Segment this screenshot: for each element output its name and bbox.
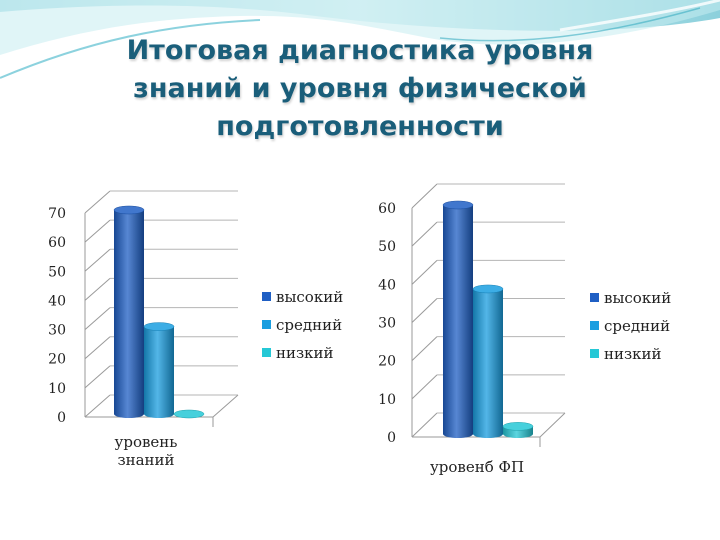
bar-top [502, 422, 534, 431]
grid-diagonal [411, 374, 438, 400]
title-line: знаний и уровня физической [133, 73, 587, 104]
legend-label: высокий [604, 289, 671, 307]
grid-diagonal [84, 190, 111, 214]
title-line: Итоговая диагностика уровня [126, 35, 594, 66]
y-tick-label: 0 [387, 430, 396, 446]
grid-diagonal [411, 259, 438, 285]
y-tick-label: 60 [48, 235, 66, 251]
y-tick-label: 60 [378, 201, 396, 217]
bar-низкий [502, 422, 534, 438]
legend-label: средний [276, 316, 342, 334]
y-tick-label: 70 [48, 206, 66, 222]
bars [113, 205, 205, 419]
grid-diagonal [411, 221, 438, 247]
legend-swatch [590, 349, 599, 358]
legend-swatch [590, 321, 599, 330]
legend-label: средний [604, 317, 670, 335]
y-tick-label: 20 [48, 352, 66, 368]
bar-высокий [113, 205, 145, 418]
y-tick-label: 40 [48, 293, 66, 309]
bar-top [113, 205, 145, 215]
grid-diagonal [84, 307, 111, 330]
y-tick-label: 10 [378, 392, 396, 408]
bar-body [144, 326, 174, 418]
y-tick-label: 30 [48, 323, 66, 339]
legend-swatch [262, 320, 271, 329]
legend-label: высокий [276, 288, 343, 306]
y-tick-label: 10 [48, 381, 66, 397]
y-tick-label: 40 [378, 277, 396, 293]
bar-низкий [173, 409, 205, 419]
y-tick-label: 0 [57, 410, 66, 426]
grid-diagonal [84, 219, 111, 243]
bar-body [114, 210, 144, 418]
bar-высокий [442, 200, 474, 438]
grid-diagonal [84, 365, 111, 389]
y-tick-label: 20 [378, 354, 396, 370]
bar-top [472, 284, 504, 294]
y-tick-label: 30 [378, 316, 396, 332]
slide-title: Итоговая диагностика уровня знаний и уро… [60, 32, 660, 146]
x-category-label: знаний [117, 451, 174, 469]
grid-diagonal [84, 278, 111, 301]
y-tick-label: 50 [48, 264, 66, 280]
bar-top [442, 200, 474, 210]
legend: высокий средний низкий [262, 288, 343, 362]
grid-diagonal [411, 183, 438, 209]
chart-physical-fitness: 0 10 20 30 40 50 60 уровенб ФП высокий средний низ… [378, 183, 671, 476]
bar-body [473, 288, 503, 438]
legend-swatch [262, 348, 271, 357]
grid-diagonal [84, 394, 111, 418]
bar-body [443, 205, 473, 438]
x-category-label: уровень [115, 433, 178, 451]
bar-средний [472, 284, 504, 438]
bar-top [173, 409, 205, 419]
bars [442, 200, 534, 438]
y-tick-label: 50 [378, 239, 396, 255]
background-wave [0, 0, 720, 79]
bar-top [143, 322, 175, 331]
grid-diagonal [411, 412, 438, 438]
legend-label: низкий [276, 344, 334, 362]
grid-diagonal [84, 248, 111, 272]
bar-средний [143, 322, 175, 418]
title-line: подготовленности [216, 111, 504, 142]
grid-diagonal [84, 336, 111, 360]
legend-swatch [262, 292, 271, 301]
x-category-label: уровенб ФП [430, 458, 524, 476]
legend-swatch [590, 293, 599, 302]
grid-diagonal [411, 298, 438, 323]
legend: высокий средний низкий [590, 289, 671, 363]
grid-diagonal [411, 336, 438, 362]
legend-label: низкий [604, 345, 662, 363]
